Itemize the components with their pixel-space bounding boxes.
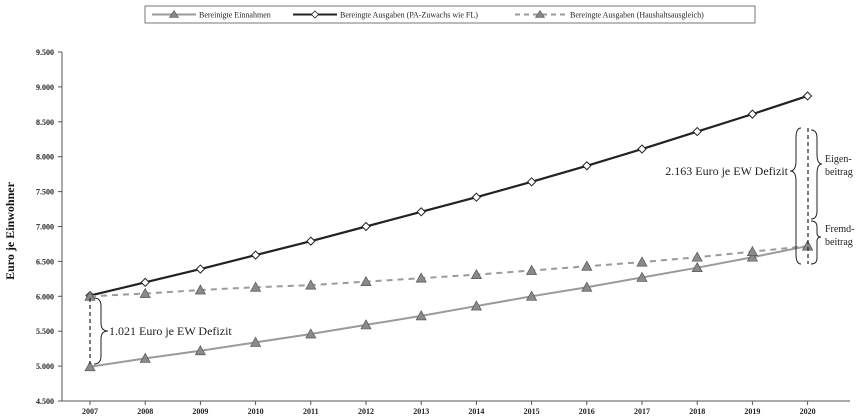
deficit-2007-label: 1.021 Euro je EW Defizit	[109, 324, 232, 338]
data-point	[636, 271, 648, 282]
data-point	[194, 345, 206, 356]
legend-label-ausgaben-fl: Bereingte Ausgaben (PA-Zuwachs wie FL)	[340, 11, 478, 20]
y-axis-label: Euro je Einwohner	[3, 181, 17, 279]
data-point	[582, 161, 592, 171]
x-tick-label: 2009	[192, 407, 208, 416]
data-point	[470, 300, 482, 311]
data-point	[139, 352, 151, 363]
data-point	[140, 277, 150, 288]
x-tick-label: 2019	[744, 407, 760, 416]
y-tick-label: 8.000	[36, 153, 54, 162]
fremd-brace	[810, 220, 822, 265]
data-point	[747, 109, 758, 119]
data-point	[415, 310, 427, 321]
fremd-label-line1: Fremd-	[825, 224, 854, 235]
legend-label-einnahmen: Bereinigte Einnahmen	[199, 11, 271, 20]
series-2	[84, 240, 814, 301]
data-point	[305, 328, 317, 339]
legend-marker-ausgaben-fl	[310, 10, 320, 19]
y-ticks: 4.500 5.000 5.500 6.000 6.500 7.000 7.500 8.000…	[36, 48, 62, 406]
data-point	[691, 251, 703, 262]
data-point	[250, 336, 262, 347]
x-tick-label: 2015	[524, 407, 540, 416]
data-point	[195, 264, 206, 274]
series-0	[84, 240, 814, 372]
data-point	[360, 275, 372, 286]
x-tick-label: 2016	[579, 407, 595, 416]
x-tick-label: 2007	[82, 407, 98, 416]
data-point	[361, 221, 371, 232]
deficit-2020-label: 2.163 Euro je EW Defizit	[665, 164, 788, 178]
data-point	[250, 250, 261, 260]
data-point	[526, 290, 538, 301]
data-point	[526, 264, 538, 275]
data-point	[416, 207, 426, 217]
data-point	[581, 260, 593, 271]
data-point	[692, 126, 702, 137]
legend-label-ausgaben-ausgleich: Bereingte Ausgaben (Haushaltsausgleich)	[570, 11, 704, 20]
data-point	[139, 287, 151, 298]
data-point	[746, 251, 758, 262]
eigen-brace	[810, 129, 823, 220]
data-point	[194, 284, 206, 295]
x-tick-label: 2013	[413, 407, 429, 416]
deficit-2007-brace	[93, 297, 109, 365]
x-tick-label: 2017	[634, 407, 650, 416]
legend-entry-einnahmen: Bereinigte Einnahmen	[152, 9, 271, 20]
y-tick-label: 9.000	[36, 83, 54, 92]
data-point	[526, 177, 537, 187]
series-line	[89, 94, 808, 297]
data-point	[636, 256, 648, 267]
y-tick-label: 9.500	[36, 48, 54, 57]
eigen-label-line1: Eigen-	[825, 154, 852, 165]
data-point	[581, 281, 593, 292]
series-group	[84, 91, 814, 372]
y-tick-label: 6.000	[36, 292, 54, 301]
data-point	[691, 261, 703, 273]
data-point	[637, 144, 647, 154]
legend-entry-ausgaben-ausgleich: Bereingte Ausgaben (Haushaltsausgleich)	[515, 9, 704, 20]
eigen-label-line2: beitrag	[825, 167, 853, 178]
series-line	[89, 245, 808, 298]
data-point	[470, 268, 482, 280]
y-tick-label: 5.500	[36, 327, 54, 336]
x-tick-label: 2008	[137, 407, 153, 416]
data-point	[360, 319, 372, 330]
data-point	[306, 236, 316, 246]
data-point	[471, 192, 482, 202]
legend-marker-ausgaben-ausgleich	[534, 9, 546, 18]
data-point	[746, 245, 758, 256]
x-tick-label: 2018	[689, 407, 705, 416]
data-point	[84, 361, 96, 372]
data-point	[305, 279, 317, 290]
x-tick-label: 2012	[358, 407, 374, 416]
series-line	[89, 245, 808, 368]
x-tick-label: 2010	[248, 407, 264, 416]
x-tick-label: 2011	[303, 407, 319, 416]
data-point	[250, 281, 262, 292]
legend-marker-einnahmen	[168, 9, 180, 18]
y-tick-label: 7.000	[36, 223, 54, 232]
x-tick-label: 2020	[800, 407, 816, 416]
y-tick-label: 6.500	[36, 257, 54, 266]
x-tick-label: 2014	[468, 407, 484, 416]
y-tick-label: 7.500	[36, 188, 54, 197]
annotations: 1.021 Euro je EW Defizit 2.163 Euro je E…	[89, 127, 854, 365]
y-tick-label: 8.500	[36, 118, 54, 127]
fremd-label-line2: beitrag	[825, 237, 853, 248]
legend-frame	[144, 5, 756, 24]
legend-entry-ausgaben-fl: Bereingte Ausgaben (PA-Zuwachs wie FL)	[293, 10, 478, 20]
y-tick-label: 5.000	[36, 362, 54, 371]
legend: Bereinigte Einnahmen Bereingte Ausgaben …	[144, 5, 756, 24]
y-tick-label: 4.500	[36, 397, 54, 406]
x-ticks: 2007 2008 2009 2010 2011 2012 2013 2014 2015 2016…	[82, 401, 816, 416]
series-1	[85, 91, 813, 301]
deficit-2020-brace	[789, 127, 802, 265]
data-point	[415, 272, 427, 283]
data-point	[802, 91, 813, 101]
